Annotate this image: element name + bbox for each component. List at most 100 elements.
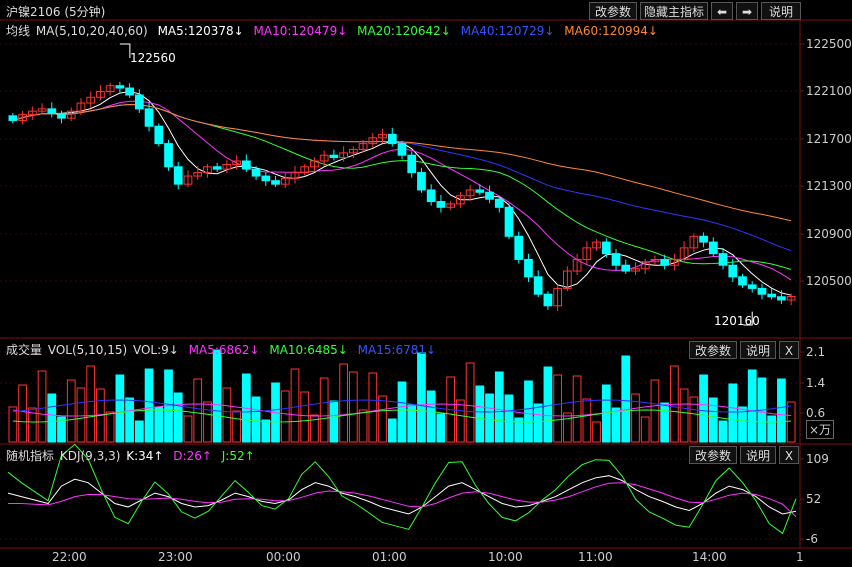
candle-body	[251, 168, 261, 177]
candle-body	[271, 180, 280, 185]
candle-body	[426, 189, 436, 203]
ma60-line	[12, 103, 792, 222]
volume-bar	[621, 355, 631, 443]
volume-bar	[572, 375, 582, 443]
kdj-close-button[interactable]: X	[779, 446, 799, 464]
volume-bar	[212, 349, 222, 443]
kdj-y-tick-2: 52	[806, 492, 822, 506]
candle-body	[689, 235, 699, 249]
x-tick-6: 11:00	[578, 550, 613, 564]
kdj-j-value: J:52↑	[221, 449, 255, 463]
candle-body	[718, 253, 728, 266]
x-tick-8: 1	[796, 550, 804, 564]
candle-body	[280, 177, 290, 185]
candle-body	[524, 258, 533, 278]
candlesticks	[8, 81, 796, 311]
kdj-help-button[interactable]: 说明	[740, 446, 776, 464]
volume-bar	[368, 372, 378, 443]
candle-body	[592, 241, 601, 249]
volume-bar	[173, 392, 183, 443]
vol-params-button[interactable]: 改参数	[689, 341, 737, 359]
candle-body	[757, 287, 767, 295]
kdj-title: 随机指标	[6, 449, 55, 463]
volume-bar	[37, 370, 47, 443]
volume-bar	[261, 419, 271, 443]
candle-body	[134, 94, 144, 110]
kdj-k-value: K:34↑	[126, 449, 164, 463]
candle-body	[387, 133, 397, 145]
candle-body	[611, 253, 621, 266]
scroll-right-button[interactable]: ➡	[736, 2, 758, 20]
candle-body	[37, 108, 47, 112]
candle-body	[786, 296, 796, 301]
vol-close-button[interactable]: X	[779, 341, 799, 359]
volume-bar	[115, 374, 125, 443]
candle-body	[261, 175, 271, 182]
volume-bar	[300, 391, 310, 443]
candle-body	[125, 87, 134, 96]
candle-body	[475, 189, 485, 193]
y-tick-6: 120500	[806, 274, 852, 288]
volume-bar	[183, 415, 193, 443]
vol-params: VOL(5,10,15)	[47, 343, 128, 357]
candle-body	[699, 235, 708, 243]
volume-bar	[329, 400, 339, 443]
volume-bar	[358, 409, 368, 443]
y-tick-4: 121300	[806, 179, 852, 193]
main-params-button[interactable]: 改参数	[589, 2, 637, 20]
scroll-left-button[interactable]: ⬅	[711, 2, 733, 20]
candle-body	[173, 166, 183, 185]
vol-help-button[interactable]: 说明	[740, 341, 776, 359]
candle-body	[329, 154, 339, 159]
candle-body	[708, 241, 718, 255]
volume-bar	[504, 394, 514, 443]
ma40-line	[12, 103, 792, 252]
candle-body	[378, 133, 387, 139]
vol-ma10: MA10:6485↓	[269, 343, 348, 357]
candle-body	[436, 201, 446, 208]
candle-body	[533, 276, 543, 295]
ma10-line	[12, 100, 792, 281]
volume-bar	[426, 390, 436, 443]
hide-main-indicator-button[interactable]: 隐藏主指标	[640, 2, 708, 20]
kdj-legend: 随机指标 KDJ(9,3,3) K:34↑ D:26↑ J:52↑	[6, 447, 261, 464]
candle-body	[368, 137, 378, 145]
x-tick-4: 01:00	[372, 550, 407, 564]
candle-body	[514, 235, 524, 260]
volume-bar	[280, 390, 290, 443]
candle-body	[417, 172, 426, 191]
volume-bar	[86, 365, 96, 443]
volume-bar	[747, 369, 757, 443]
volume-bar	[494, 371, 504, 443]
volume-bar	[290, 368, 300, 443]
volume-bar	[679, 388, 689, 443]
volume-bar	[650, 379, 660, 443]
vol-ma5: MA5:6862↓	[188, 343, 260, 357]
volume-bar	[533, 403, 543, 443]
candle-body	[115, 85, 125, 89]
volume-bar	[66, 379, 76, 443]
volume-bar	[553, 374, 563, 443]
volume-bar	[348, 371, 358, 443]
volume-bar	[76, 387, 86, 443]
candle-body	[232, 160, 241, 165]
candle-body	[339, 152, 348, 159]
volume-bar	[582, 398, 592, 443]
kdj-d-line	[8, 482, 797, 518]
candle-body	[154, 125, 164, 145]
kdj-params-button[interactable]: 改参数	[689, 446, 737, 464]
candle-body	[18, 114, 27, 121]
grid-lines	[0, 19, 852, 549]
low-price-label: 120160	[714, 314, 760, 328]
candle-body	[358, 143, 368, 150]
candle-body	[86, 96, 96, 104]
volume-bar	[465, 362, 475, 443]
candle-body	[407, 154, 417, 174]
candle-body	[582, 247, 592, 260]
main-help-button[interactable]: 说明	[761, 2, 801, 20]
volume-bar	[640, 416, 650, 443]
vol-title: 成交量	[6, 343, 43, 357]
candle-body	[319, 154, 329, 162]
vol-y-tick-3: 0.6	[806, 406, 826, 420]
x-tick-2: 23:00	[158, 550, 193, 564]
